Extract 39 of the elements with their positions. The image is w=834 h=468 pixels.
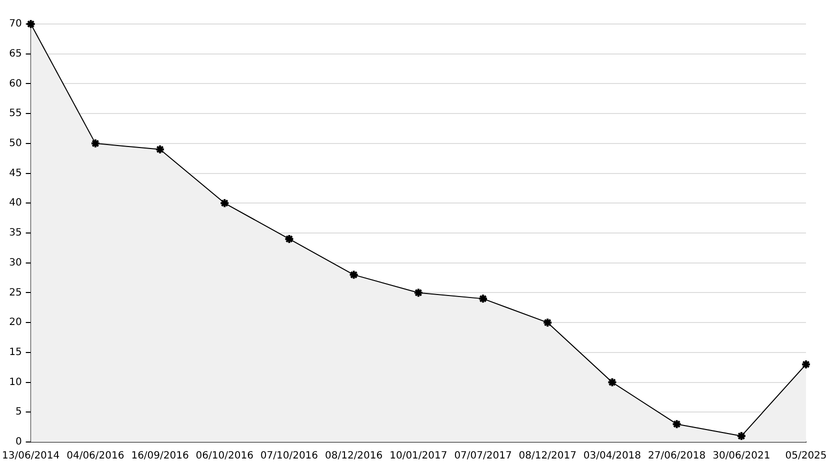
x-tick-label: 03/04/2018 xyxy=(583,450,642,462)
x-tick-label: 08/12/2016 xyxy=(324,450,383,462)
x-tick-label: 07/07/2017 xyxy=(454,450,512,462)
y-tick-label: 65 xyxy=(9,48,22,60)
y-tick-label: 70 xyxy=(9,18,22,30)
point xyxy=(736,431,746,442)
y-tick-label: 0 xyxy=(15,436,22,448)
point xyxy=(672,419,682,430)
x-tick-label: 05/2025 xyxy=(785,450,827,462)
x-tick-label: 08/12/2017 xyxy=(518,450,576,462)
x-tick-label: 27/06/2018 xyxy=(648,450,706,462)
y-tick-label: 45 xyxy=(9,168,22,179)
x-tick-label: 07/10/2016 xyxy=(260,450,318,462)
y-tick-label: 40 xyxy=(9,198,22,209)
point xyxy=(607,377,618,388)
point xyxy=(413,288,424,298)
point xyxy=(220,198,230,208)
y-tick-label: 50 xyxy=(9,138,22,150)
y-tick-label: 20 xyxy=(9,317,22,328)
x-tick-label: 04/06/2016 xyxy=(66,450,124,462)
point xyxy=(478,294,488,304)
x-tick-label: 10/01/2017 xyxy=(390,450,448,462)
x-tick-label: 30/06/2021 xyxy=(712,450,770,462)
point xyxy=(155,144,166,154)
point xyxy=(90,138,100,148)
y-tick-label: 30 xyxy=(9,257,22,268)
y-tick-label: 25 xyxy=(9,287,22,298)
point xyxy=(284,234,294,244)
point xyxy=(542,318,553,328)
y-tick-label: 10 xyxy=(9,376,22,388)
y-tick-label: 55 xyxy=(9,108,22,120)
point xyxy=(348,270,359,280)
y-tick-label: 60 xyxy=(9,78,22,90)
y-tick-label: 15 xyxy=(9,347,22,358)
x-tick-label: 16/09/2016 xyxy=(131,450,189,462)
y-tick-label: 5 xyxy=(15,406,22,418)
x-tick-label: 13/06/2014 xyxy=(2,450,60,462)
x-tick-label: 06/10/2016 xyxy=(196,450,254,462)
y-tick-label: 35 xyxy=(9,228,22,239)
